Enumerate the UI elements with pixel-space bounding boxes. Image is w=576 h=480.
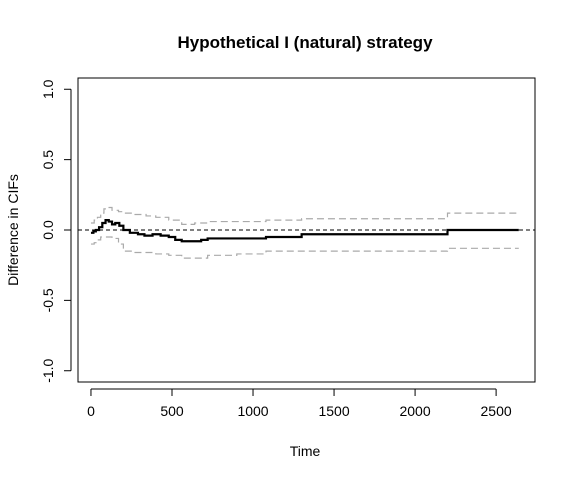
estimate-line bbox=[90, 219, 519, 243]
x-tick-label: 1500 bbox=[318, 403, 349, 419]
x-axis-label: Time bbox=[290, 443, 321, 459]
upper-ci-line bbox=[90, 206, 519, 225]
y-tick-label: 1.0 bbox=[40, 79, 56, 99]
x-tick-label: 2500 bbox=[481, 403, 512, 419]
y-tick-label: 0.0 bbox=[40, 220, 56, 240]
plot-area: 0 500 1000 1500 2000 2500 -1.0 -0.5 0.0 0.5 1.0 bbox=[40, 77, 536, 419]
x-tick-label: 0 bbox=[87, 403, 95, 419]
chart-title: Hypothetical I (natural) strategy bbox=[177, 33, 433, 52]
x-tick-label: 500 bbox=[160, 403, 184, 419]
y-tick-label: -1.0 bbox=[40, 358, 56, 382]
y-tick-label: 0.5 bbox=[40, 150, 56, 170]
y-axis-label: Difference in CIFs bbox=[5, 174, 21, 286]
lower-ci-line bbox=[90, 236, 519, 259]
x-tick-label: 1000 bbox=[237, 403, 268, 419]
y-tick-label: -0.5 bbox=[40, 288, 56, 312]
x-tick-label: 2000 bbox=[399, 403, 430, 419]
